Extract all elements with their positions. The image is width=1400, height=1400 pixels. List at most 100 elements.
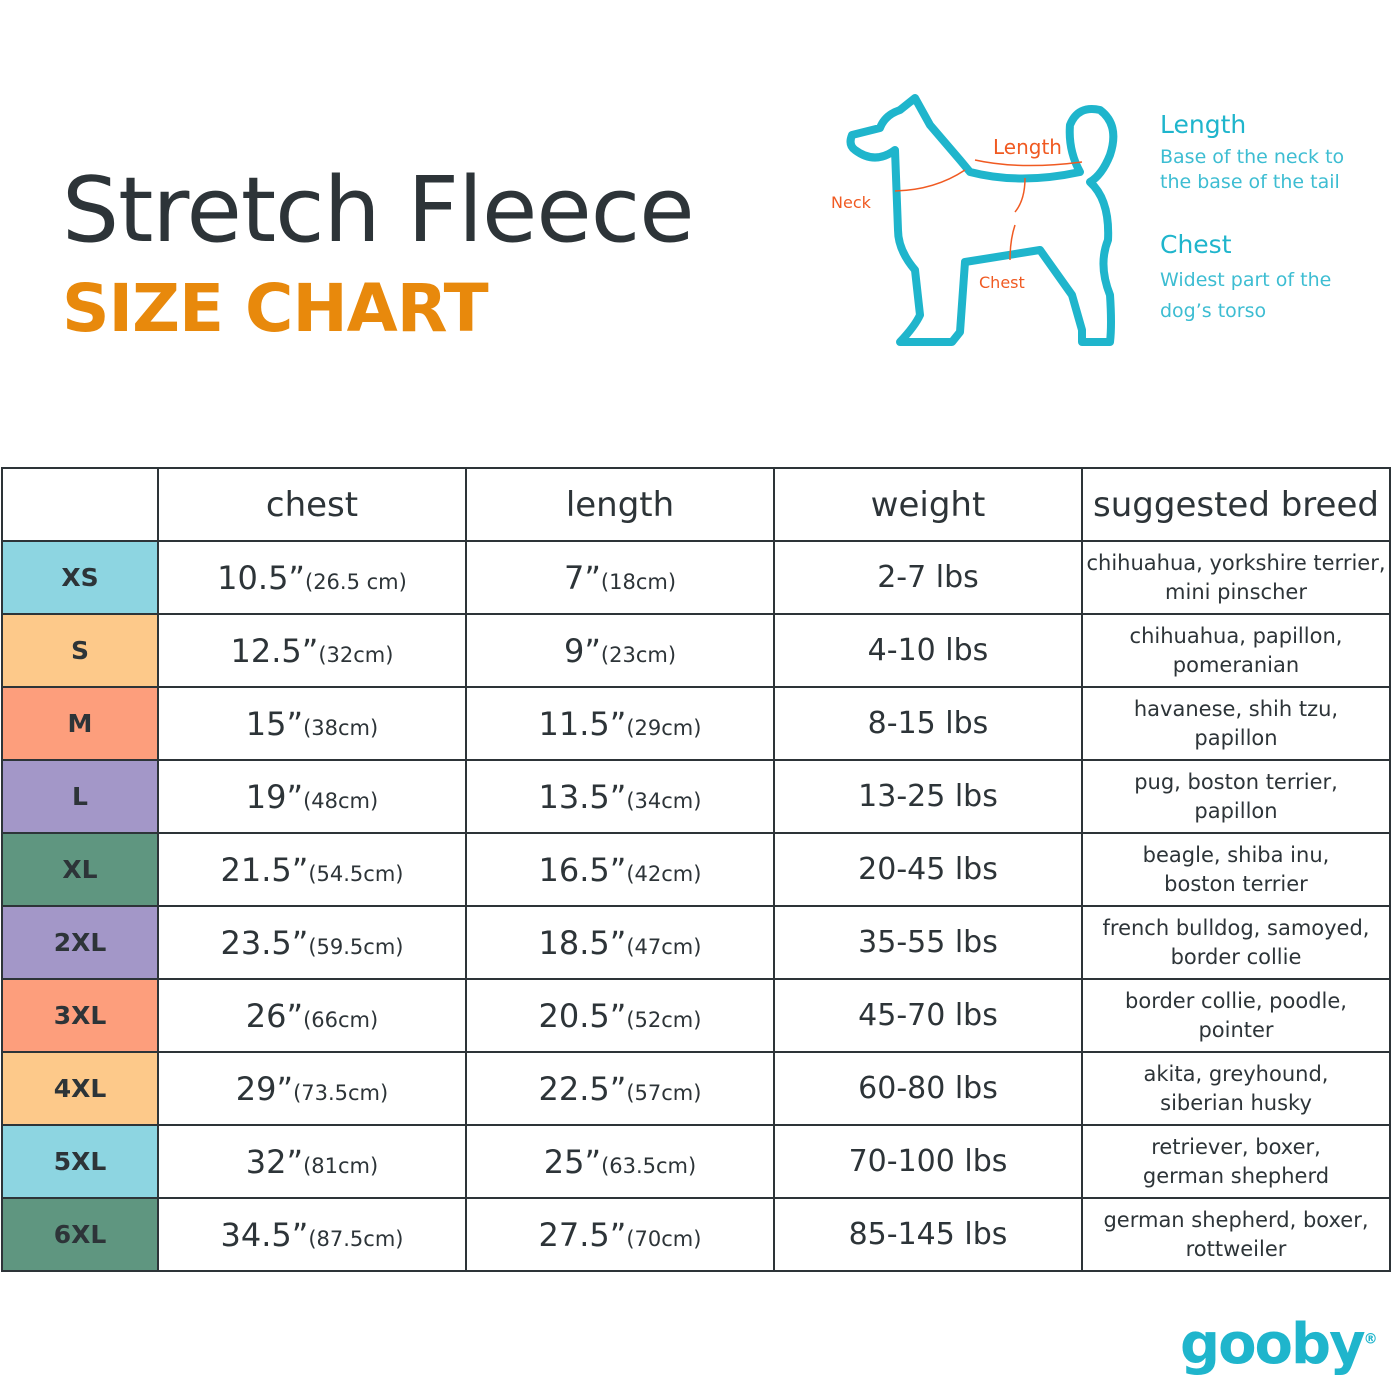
- size-cell: XL: [1, 832, 159, 907]
- chest-label: Chest: [979, 273, 1025, 292]
- table-row: 2XL 23.5”(59.5cm) 18.5”(47cm) 35-55 lbs fren…: [1, 905, 1391, 980]
- weight-cell: 60-80 lbs: [773, 1051, 1083, 1126]
- chest-cm: (32cm): [318, 642, 394, 667]
- table-row: 4XL 29”(73.5cm) 22.5”(57cm) 60-80 lbs akita,…: [1, 1051, 1391, 1126]
- chest-cm: (48cm): [303, 788, 379, 813]
- table-row: XL 21.5”(54.5cm) 16.5”(42cm) 20-45 lbs beagl…: [1, 832, 1391, 907]
- chest-cm: (73.5cm): [293, 1080, 389, 1105]
- length-cm: (29cm): [626, 715, 702, 740]
- breed-line: boston terrier: [1164, 871, 1308, 896]
- length-in: 25”: [543, 1142, 602, 1181]
- length-cell: 16.5”(42cm): [465, 832, 775, 907]
- chest-in: 32”: [245, 1142, 304, 1181]
- breed-line: beagle, shiba inu,: [1142, 842, 1330, 867]
- length-in: 16.5”: [538, 850, 627, 889]
- length-cm: (23cm): [600, 642, 677, 667]
- breed-line: pug, boston terrier,: [1134, 769, 1338, 794]
- chest-in: 12.5”: [230, 631, 319, 670]
- weight-cell: 2-7 lbs: [773, 540, 1083, 615]
- page-title: Stretch Fleece: [62, 158, 695, 263]
- breed-cell: havanese, shih tzu, papillon: [1081, 686, 1391, 761]
- length-cell: 27.5”(70cm): [465, 1197, 775, 1272]
- table-row: 3XL 26”(66cm) 20.5”(52cm) 45-70 lbs border c…: [1, 978, 1391, 1053]
- weight-cell: 35-55 lbs: [773, 905, 1083, 980]
- chest-cm: (81cm): [303, 1153, 379, 1178]
- length-cm: (34cm): [626, 788, 702, 813]
- chest-cell: 32”(81cm): [157, 1124, 467, 1199]
- length-cm: (52cm): [626, 1007, 702, 1032]
- length-cell: 25”(63.5cm): [465, 1124, 775, 1199]
- legend-desc: dog’s torso: [1160, 300, 1267, 322]
- table-row: 6XL 34.5”(87.5cm) 27.5”(70cm) 85-145 lbs ger…: [1, 1197, 1391, 1272]
- length-cm: (47cm): [626, 934, 702, 959]
- header-chest: chest: [157, 467, 467, 542]
- length-cell: 22.5”(57cm): [465, 1051, 775, 1126]
- neck-label: Neck: [831, 193, 872, 212]
- chest-cm: (66cm): [303, 1007, 379, 1032]
- size-cell: 4XL: [1, 1051, 159, 1126]
- chest-cell: 10.5”(26.5 cm): [157, 540, 467, 615]
- breed-cell: pug, boston terrier, papillon: [1081, 759, 1391, 834]
- size-cell: L: [1, 759, 159, 834]
- length-cm: (57cm): [626, 1080, 702, 1105]
- breed-cell: chihuahua, yorkshire terrier, mini pinsch…: [1081, 540, 1391, 615]
- breed-cell: chihuahua, papillon, pomeranian: [1081, 613, 1391, 688]
- size-cell: 6XL: [1, 1197, 159, 1272]
- length-in: 13.5”: [538, 777, 627, 816]
- breed-line: pointer: [1198, 1017, 1274, 1042]
- breed-cell: beagle, shiba inu, boston terrier: [1081, 832, 1391, 907]
- breed-line: papillon: [1194, 798, 1278, 823]
- length-in: 11.5”: [538, 704, 627, 743]
- registered-mark: ®: [1363, 1331, 1378, 1348]
- table-row: S 12.5”(32cm) 9”(23cm) 4-10 lbs chihuahua, p…: [1, 613, 1391, 688]
- breed-line: border collie, poodle,: [1125, 988, 1347, 1013]
- legend-desc: the base of the tail: [1160, 171, 1340, 193]
- breed-line: siberian husky: [1160, 1090, 1312, 1115]
- weight-cell: 13-25 lbs: [773, 759, 1083, 834]
- table-row: L 19”(48cm) 13.5”(34cm) 13-25 lbs pug, bosto…: [1, 759, 1391, 834]
- length-in: 20.5”: [538, 996, 627, 1035]
- breed-cell: french bulldog, samoyed, border collie: [1081, 905, 1391, 980]
- header-length: length: [465, 467, 775, 542]
- size-cell: 3XL: [1, 978, 159, 1053]
- chest-cm: (26.5 cm): [305, 569, 407, 594]
- breed-cell: akita, greyhound, siberian husky: [1081, 1051, 1391, 1126]
- size-cell: M: [1, 686, 159, 761]
- chest-cell: 19”(48cm): [157, 759, 467, 834]
- logo-text: gooby: [1180, 1312, 1366, 1377]
- length-cm: (42cm): [626, 861, 702, 886]
- legend-title: Chest: [1160, 230, 1232, 259]
- chest-cell: 34.5”(87.5cm): [157, 1197, 467, 1272]
- chest-in: 19”: [245, 777, 304, 816]
- length-arrow: [974, 159, 1083, 167]
- chest-cm: (38cm): [303, 715, 379, 740]
- header-weight: weight: [773, 467, 1083, 542]
- chest-cell: 26”(66cm): [157, 978, 467, 1053]
- page-subtitle: SIZE CHART: [62, 270, 489, 347]
- legend-length: Length Base of the neck to the base of th…: [1160, 110, 1344, 195]
- length-in: 9”: [563, 631, 601, 670]
- legend-chest: Chest Widest part of the dog’s torso: [1160, 230, 1331, 327]
- chest-in: 29”: [235, 1069, 294, 1108]
- breed-line: pomeranian: [1172, 652, 1300, 677]
- breed-line: chihuahua, papillon,: [1129, 623, 1343, 648]
- chest-in: 34.5”: [220, 1215, 309, 1254]
- size-chart-table: chest length weight suggested breed XS 10…: [1, 467, 1391, 1272]
- table-header-row: chest length weight suggested breed: [1, 467, 1391, 542]
- size-cell: 5XL: [1, 1124, 159, 1199]
- header-size: [1, 467, 159, 542]
- weight-cell: 85-145 lbs: [773, 1197, 1083, 1272]
- length-cm: (63.5cm): [601, 1153, 697, 1178]
- legend-title: Length: [1160, 110, 1247, 139]
- length-label: Length: [993, 135, 1062, 159]
- chest-cell: 21.5”(54.5cm): [157, 832, 467, 907]
- header-breed: suggested breed: [1081, 467, 1391, 542]
- table-row: XS 10.5”(26.5 cm) 7”(18cm) 2-7 lbs chihuahua…: [1, 540, 1391, 615]
- breed-line: papillon: [1194, 725, 1278, 750]
- breed-line: rottweiler: [1185, 1236, 1287, 1261]
- breed-cell: german shepherd, boxer, rottweiler: [1081, 1197, 1391, 1272]
- length-cell: 9”(23cm): [465, 613, 775, 688]
- chest-in: 26”: [245, 996, 304, 1035]
- length-cm: (70cm): [626, 1226, 702, 1251]
- dog-outline-icon: [846, 94, 1118, 346]
